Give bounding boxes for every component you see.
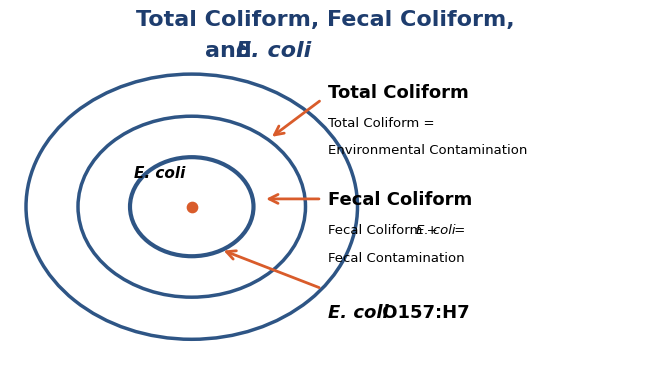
Text: E. coli: E. coli <box>416 224 456 237</box>
Text: E. coli: E. coli <box>328 304 389 322</box>
Text: O157:H7: O157:H7 <box>376 304 469 322</box>
Text: Total Coliform, Fecal Coliform,: Total Coliform, Fecal Coliform, <box>136 10 514 30</box>
Text: Fecal Coliform: Fecal Coliform <box>328 191 473 209</box>
Text: Total Coliform: Total Coliform <box>328 84 469 102</box>
Text: Environmental Contamination: Environmental Contamination <box>328 144 528 157</box>
Text: Fecal Coliform +: Fecal Coliform + <box>328 224 442 237</box>
Point <box>187 204 197 210</box>
Text: Total Coliform =: Total Coliform = <box>328 117 435 130</box>
Text: and: and <box>205 41 259 61</box>
Text: Fecal Contamination: Fecal Contamination <box>328 252 465 264</box>
Text: E. coli: E. coli <box>236 41 311 61</box>
Text: =: = <box>450 224 465 237</box>
Text: E. coli: E. coli <box>133 166 185 181</box>
